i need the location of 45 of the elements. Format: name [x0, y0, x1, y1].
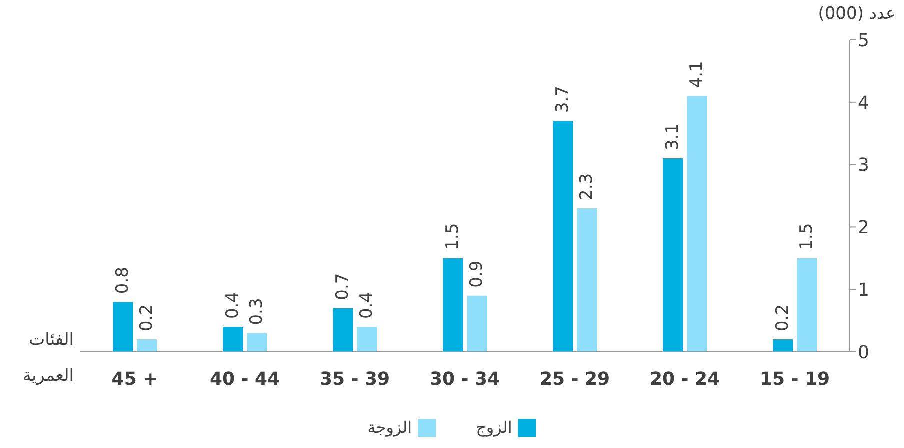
data-label: 0.9 — [467, 260, 487, 288]
x-tick-label: 35 - 39 — [320, 368, 390, 390]
bar — [577, 208, 597, 352]
bar — [797, 258, 817, 352]
y-axis-title: عدد (000) — [818, 4, 896, 24]
x-axis-title: الفئات العمرية — [22, 329, 74, 388]
legend-label: الزوج — [476, 418, 512, 437]
bar — [247, 333, 267, 352]
data-label: 2.3 — [577, 173, 597, 200]
y-tick-label: 3 — [858, 155, 870, 176]
data-label: 0.7 — [333, 273, 353, 300]
data-label: 0.4 — [223, 292, 243, 320]
x-tick-label: 45 + — [112, 368, 158, 390]
data-label: 0.2 — [773, 304, 793, 332]
x-tick-label: 40 - 44 — [210, 368, 280, 390]
bar — [687, 96, 707, 352]
y-tick-label: 1 — [858, 280, 870, 301]
data-label: 3.1 — [663, 124, 683, 151]
y-tick-label: 4 — [858, 92, 870, 114]
bar — [113, 302, 133, 352]
bar — [663, 158, 683, 352]
y-tick-label: 0 — [858, 342, 870, 364]
data-label: 1.5 — [443, 223, 463, 250]
data-label: 0.3 — [247, 298, 267, 326]
bar — [333, 308, 353, 352]
data-label: 0.4 — [357, 292, 377, 320]
x-tick-label: 30 - 34 — [430, 368, 500, 390]
data-label: 3.7 — [553, 86, 573, 114]
y-tick-label: 2 — [858, 218, 870, 239]
data-label: 1.5 — [797, 223, 817, 250]
x-tick-label: 15 - 19 — [760, 368, 830, 390]
bar — [443, 258, 463, 352]
bar — [357, 327, 377, 352]
data-label: 0.2 — [137, 304, 157, 332]
bar — [223, 327, 243, 352]
bar — [137, 340, 157, 352]
data-label: 4.1 — [687, 61, 707, 88]
bar — [553, 121, 573, 352]
x-tick-label: 25 - 29 — [540, 368, 610, 390]
y-tick-label: 5 — [858, 30, 870, 52]
x-tick-label: 20 - 24 — [650, 368, 720, 390]
bar — [773, 340, 793, 352]
bar — [467, 296, 487, 352]
legend-label: الزوجة — [368, 418, 412, 437]
data-label: 0.8 — [113, 267, 133, 294]
